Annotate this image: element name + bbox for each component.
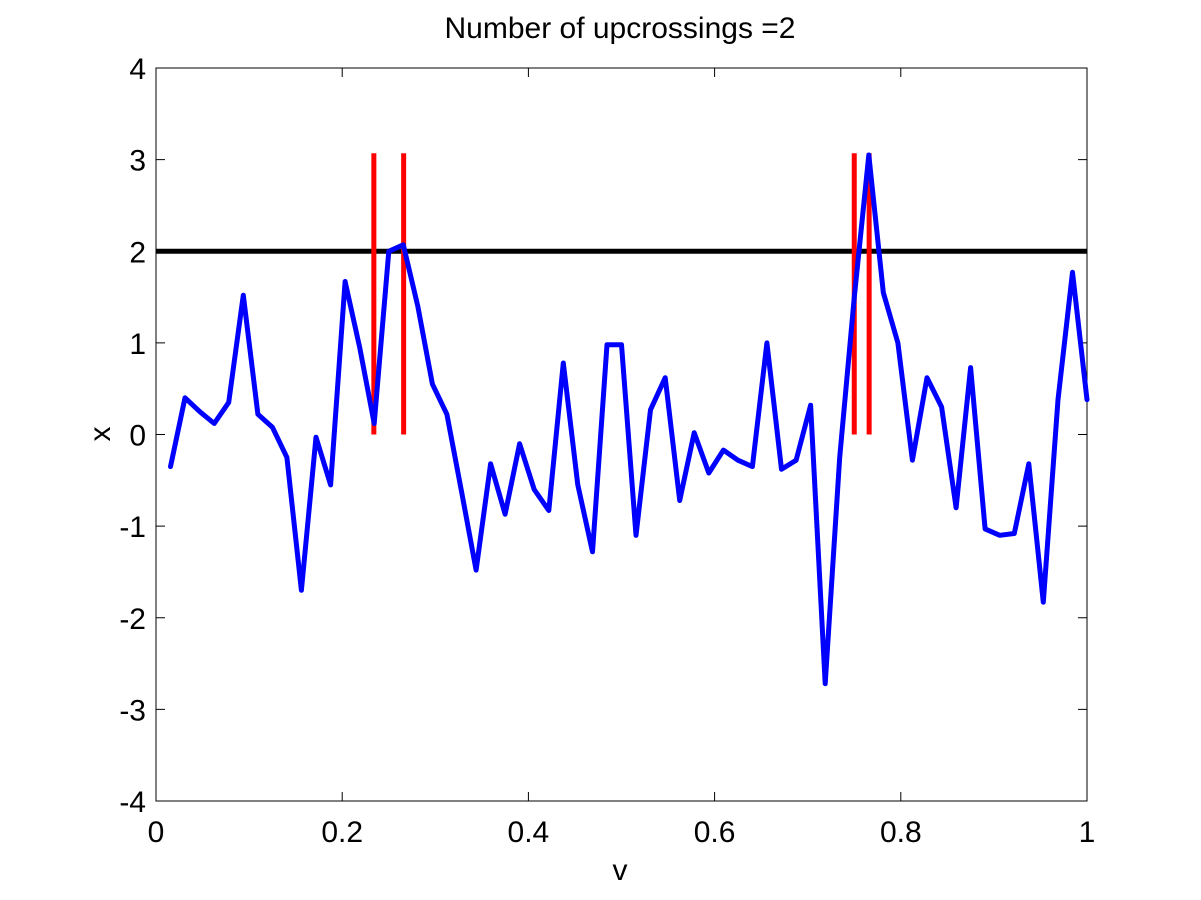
y-tick-label: 2 xyxy=(129,236,146,269)
x-tick-label: 0.8 xyxy=(880,816,922,849)
x-tick-label: 1 xyxy=(1079,816,1096,849)
y-axis-label: x xyxy=(84,427,117,442)
y-tick-label: -2 xyxy=(119,603,146,636)
y-tick-label: -4 xyxy=(119,786,146,819)
y-tick-label: 1 xyxy=(129,328,146,361)
chart-title: Number of upcrossings =2 xyxy=(444,12,795,45)
y-tick-label: -3 xyxy=(119,694,146,727)
x-axis-ticks: 0 0.2 0.4 0.6 0.8 1 xyxy=(148,68,1096,849)
y-tick-label: -1 xyxy=(119,511,146,544)
x-tick-label: 0.4 xyxy=(508,816,550,849)
x-tick-label: 0.6 xyxy=(694,816,736,849)
y-tick-label: 3 xyxy=(129,145,146,178)
y-axis-ticks: -4 -3 -2 -1 0 1 2 3 4 xyxy=(119,53,1087,819)
x-axis-label: v xyxy=(613,854,628,887)
y-tick-label: 4 xyxy=(129,53,146,86)
x-tick-label: 0 xyxy=(148,816,165,849)
plot-area xyxy=(155,67,1088,802)
y-tick-label: 0 xyxy=(129,420,146,453)
series-line xyxy=(168,152,1090,687)
plot-marks xyxy=(156,152,1090,687)
x-tick-label: 0.2 xyxy=(321,816,363,849)
